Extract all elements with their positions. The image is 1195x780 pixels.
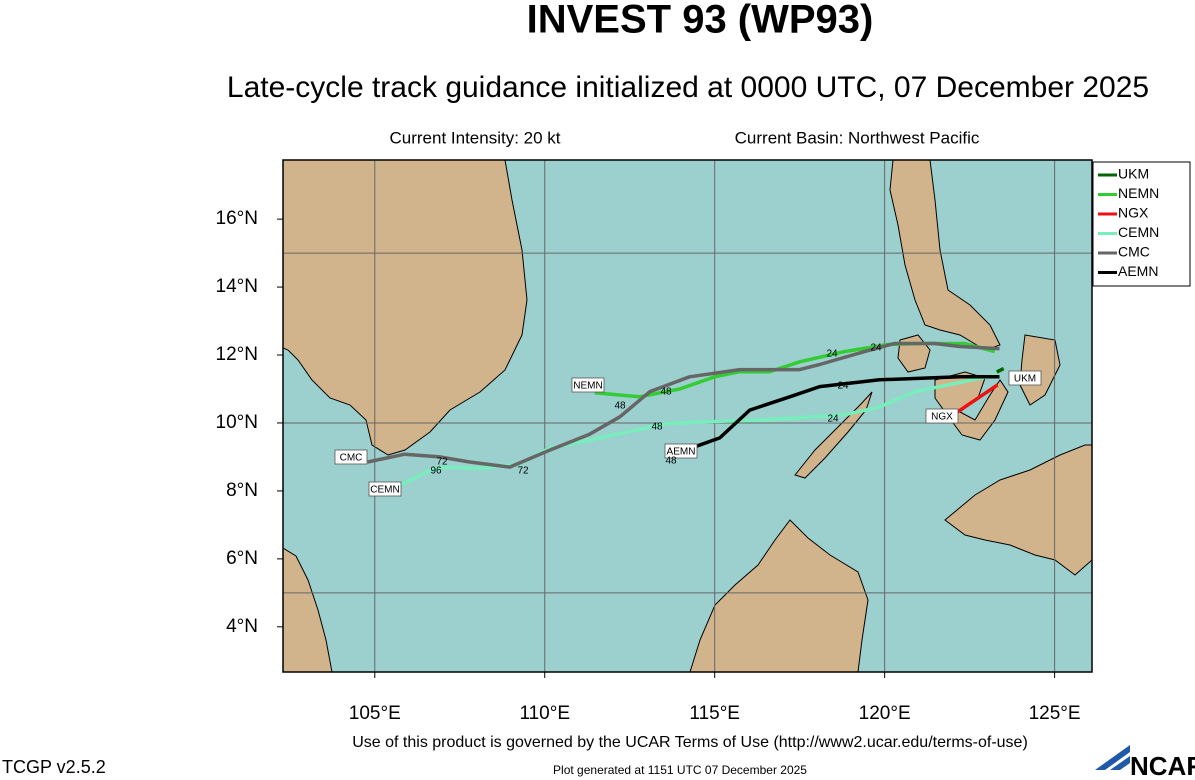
legend-label: CEMN — [1118, 224, 1159, 240]
forecast-hour: 48 — [665, 456, 677, 467]
intensity: Current Intensity: 20 kt — [389, 128, 560, 147]
lat-tick-label: 14°N — [216, 276, 258, 297]
lon-tick-label: 115°E — [689, 703, 740, 724]
track-tag: NEMN — [573, 381, 602, 392]
logo: NCAR — [1095, 745, 1195, 780]
legend-label: UKM — [1118, 166, 1149, 182]
track-tag: NGX — [931, 412, 953, 423]
generated: Plot generated at 1151 UTC 07 December 2… — [553, 763, 807, 777]
lat-tick-label: 16°N — [216, 208, 258, 229]
track-tag: CEMN — [370, 485, 399, 496]
forecast-hour: 96 — [430, 466, 442, 477]
version: TCGP v2.5.2 — [2, 757, 106, 777]
malay-peninsula — [283, 547, 333, 672]
basin: Current Basin: Northwest Pacific — [735, 128, 980, 147]
lat-tick-label: 12°N — [216, 344, 258, 365]
title: INVEST 93 (WP93) — [527, 0, 874, 42]
terms: Use of this product is governed by the U… — [352, 734, 1028, 751]
forecast-hour: 24 — [826, 349, 838, 360]
legend-label: AEMN — [1118, 263, 1158, 279]
lat-tick-label: 4°N — [226, 616, 258, 637]
forecast-hour: 48 — [614, 401, 626, 412]
track-tag: CMC — [340, 453, 363, 464]
forecast-hour: 48 — [651, 422, 663, 433]
legend-label: NGX — [1118, 205, 1149, 221]
track-line — [996, 367, 1005, 374]
logo-text: NCAR — [1130, 751, 1195, 780]
forecast-hour: 72 — [436, 457, 448, 468]
land — [283, 160, 1092, 672]
track-tag-box — [1008, 370, 1042, 386]
track-line — [956, 383, 999, 414]
track-tag-box — [664, 443, 698, 459]
track-line — [383, 372, 998, 494]
track-line — [679, 375, 1000, 454]
logo-stripe — [1095, 745, 1130, 770]
track-tag-box — [368, 481, 402, 497]
legend-label: NEMN — [1118, 185, 1159, 201]
track-line — [367, 341, 1000, 469]
samar-leyte — [1019, 334, 1061, 406]
logo-stripe — [1110, 756, 1130, 770]
forecast-hour: 24 — [827, 414, 839, 425]
track-tag-box — [334, 449, 368, 465]
forecast-hour: 48 — [660, 387, 672, 398]
track-tag: AEMN — [667, 447, 696, 458]
subtitle: Late-cycle track guidance initialized at… — [227, 71, 1149, 104]
mindanao — [944, 444, 1092, 576]
lat-tick-label: 10°N — [216, 412, 258, 433]
lon-tick-label: 105°E — [349, 703, 401, 724]
tracks — [367, 341, 1005, 494]
track-tag-box — [925, 408, 959, 424]
legend-label: CMC — [1118, 244, 1150, 260]
lon-tick-label: 120°E — [859, 703, 911, 724]
track-tag-box — [571, 377, 605, 393]
legend: UKM NEMN NGX CEMN CMC AEMN — [1092, 161, 1191, 287]
labels: UKM NEMN NGX CEMN CMC AEMN 24 24 24 24 48 48 48 48 72 7… — [334, 343, 1042, 497]
indochina — [283, 160, 528, 456]
forecast-hour: 24 — [870, 343, 882, 354]
forecast-hour: 72 — [517, 466, 529, 477]
map-frame — [282, 159, 1093, 673]
track-tag: UKM — [1014, 374, 1036, 385]
borneo — [689, 519, 869, 672]
lon-tick-label: 110°E — [519, 703, 570, 724]
legend-box — [1092, 161, 1191, 287]
axes: 105°E 110°E 115°E 120°E 125°E 4°N 6°N 8°N 10°N 12… — [216, 208, 1081, 724]
lat-tick-label: 6°N — [226, 548, 258, 569]
forecast-hour: 24 — [837, 381, 849, 392]
lat-tick-label: 8°N — [226, 480, 258, 501]
lon-tick-label: 125°E — [1029, 703, 1081, 724]
